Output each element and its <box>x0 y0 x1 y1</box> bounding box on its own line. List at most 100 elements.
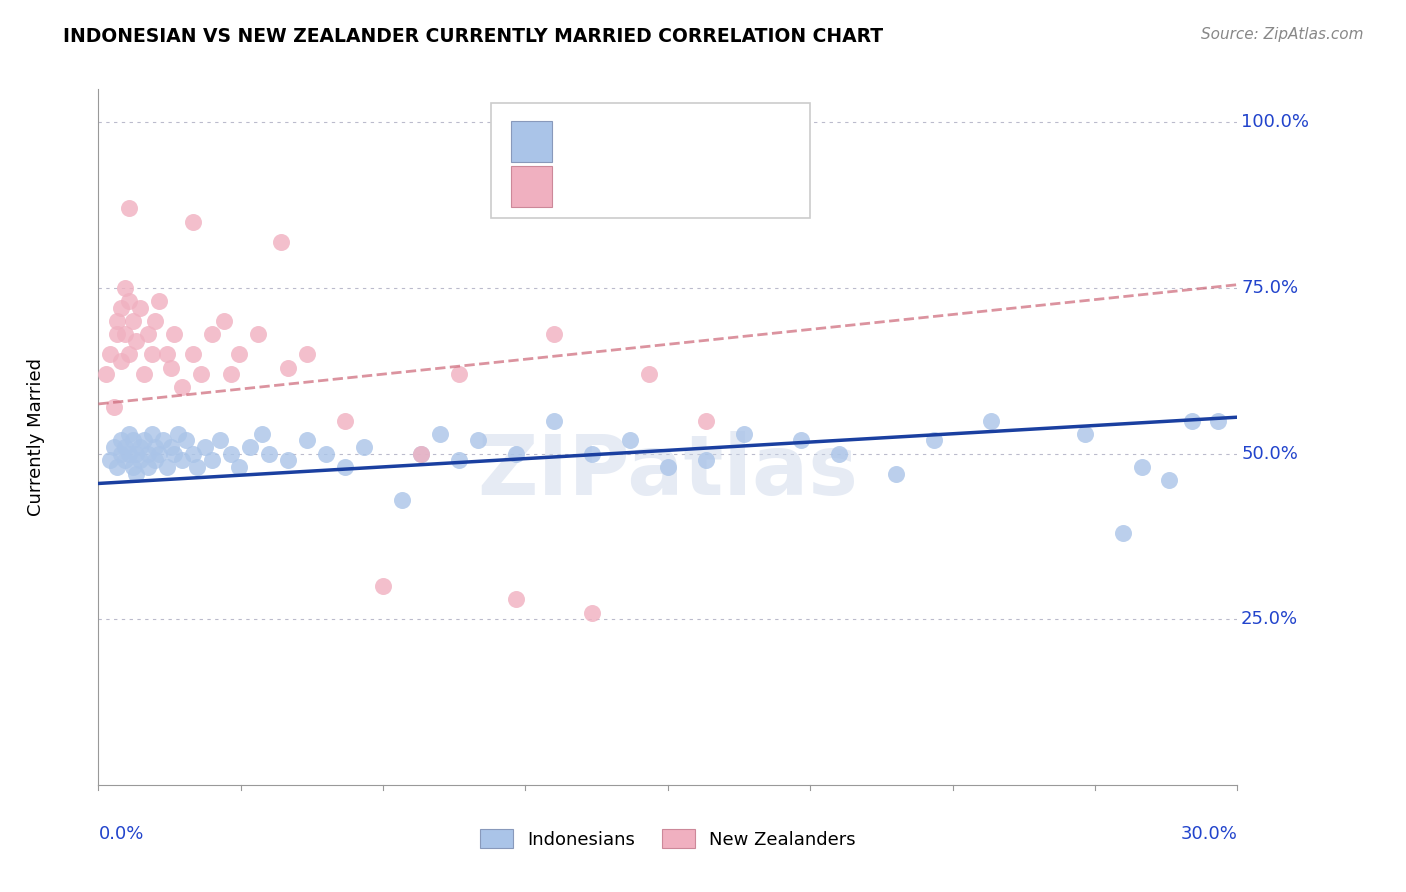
Point <box>125 467 148 481</box>
Point <box>922 434 945 448</box>
Point <box>353 440 375 454</box>
Point <box>449 453 471 467</box>
Text: 0.0%: 0.0% <box>98 825 143 843</box>
Point <box>657 459 679 474</box>
Point <box>167 426 190 441</box>
Point <box>505 447 527 461</box>
Point <box>335 459 357 474</box>
Point <box>94 367 117 381</box>
Text: 100.0%: 100.0% <box>1241 113 1309 131</box>
Point <box>125 334 148 348</box>
Point <box>371 579 394 593</box>
Point <box>163 447 186 461</box>
Point <box>239 440 262 454</box>
Point <box>277 453 299 467</box>
FancyBboxPatch shape <box>510 121 551 161</box>
Point <box>1132 459 1154 474</box>
Text: R = 0.142: R = 0.142 <box>572 178 662 195</box>
Point <box>98 347 121 361</box>
Point <box>148 294 170 309</box>
Point <box>114 281 136 295</box>
Point <box>145 453 167 467</box>
Point <box>132 367 155 381</box>
Point <box>391 493 413 508</box>
Point <box>136 447 159 461</box>
Point <box>118 447 141 461</box>
Point <box>152 434 174 448</box>
Point <box>141 347 163 361</box>
FancyBboxPatch shape <box>491 103 810 218</box>
Point <box>638 367 661 381</box>
Text: Source: ZipAtlas.com: Source: ZipAtlas.com <box>1201 27 1364 42</box>
Point <box>543 327 565 342</box>
Text: 30.0%: 30.0% <box>1181 825 1237 843</box>
Point <box>174 434 197 448</box>
Point <box>121 434 143 448</box>
Point <box>201 453 224 467</box>
Point <box>114 440 136 454</box>
Point <box>429 426 451 441</box>
Point <box>103 440 125 454</box>
Point <box>118 202 141 216</box>
Point <box>790 434 813 448</box>
Point <box>159 360 181 375</box>
Point <box>1074 426 1097 441</box>
Point <box>129 301 152 315</box>
Point <box>505 592 527 607</box>
Point <box>183 447 205 461</box>
Point <box>1157 473 1180 487</box>
Text: R = 0.197: R = 0.197 <box>572 132 662 151</box>
Point <box>163 327 186 342</box>
Point <box>212 314 235 328</box>
Point <box>259 447 281 461</box>
Point <box>107 327 129 342</box>
Point <box>170 453 193 467</box>
Text: INDONESIAN VS NEW ZEALANDER CURRENTLY MARRIED CORRELATION CHART: INDONESIAN VS NEW ZEALANDER CURRENTLY MA… <box>63 27 883 45</box>
Point <box>695 453 717 467</box>
Point <box>246 327 269 342</box>
Point <box>170 380 193 394</box>
Point <box>145 440 167 454</box>
Point <box>979 413 1001 427</box>
Point <box>107 314 129 328</box>
Point <box>297 347 319 361</box>
Point <box>136 459 159 474</box>
Point <box>581 447 603 461</box>
Point <box>315 447 337 461</box>
Point <box>228 459 250 474</box>
Point <box>250 426 273 441</box>
Point <box>733 426 755 441</box>
Point <box>132 434 155 448</box>
Point <box>110 301 132 315</box>
Point <box>121 314 143 328</box>
FancyBboxPatch shape <box>510 167 551 207</box>
Text: N = 44: N = 44 <box>706 178 769 195</box>
Text: N = 67: N = 67 <box>706 132 768 151</box>
Text: 50.0%: 50.0% <box>1241 444 1298 463</box>
Point <box>103 401 125 415</box>
Point <box>121 459 143 474</box>
Point <box>467 434 489 448</box>
Point <box>110 434 132 448</box>
Point <box>156 347 179 361</box>
Legend: Indonesians, New Zealanders: Indonesians, New Zealanders <box>472 822 863 856</box>
Point <box>110 354 132 368</box>
Point <box>619 434 641 448</box>
Point <box>125 447 148 461</box>
Point <box>148 447 170 461</box>
Point <box>136 327 159 342</box>
Point <box>114 327 136 342</box>
Point <box>114 453 136 467</box>
Point <box>129 453 152 467</box>
Point <box>183 215 205 229</box>
Point <box>277 360 299 375</box>
Point <box>110 447 132 461</box>
Point <box>194 440 217 454</box>
Point <box>828 447 851 461</box>
Point <box>208 434 231 448</box>
Text: 25.0%: 25.0% <box>1241 610 1298 628</box>
Point <box>183 347 205 361</box>
Point <box>129 440 152 454</box>
Point <box>118 426 141 441</box>
Point <box>449 367 471 381</box>
